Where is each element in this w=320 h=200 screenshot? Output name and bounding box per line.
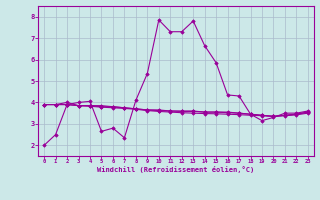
X-axis label: Windchill (Refroidissement éolien,°C): Windchill (Refroidissement éolien,°C) — [97, 166, 255, 173]
